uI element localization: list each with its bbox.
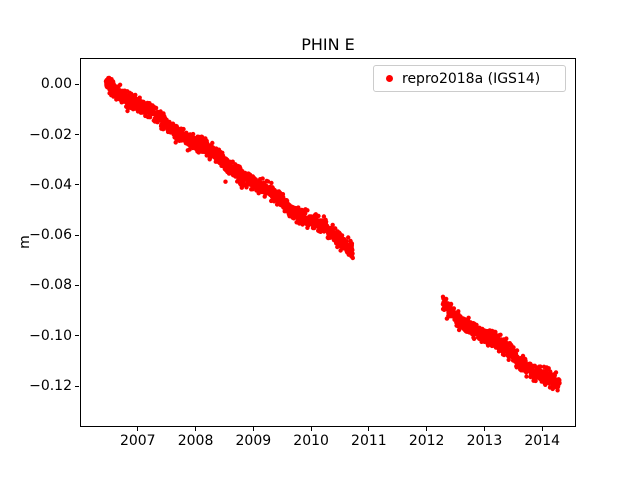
y-tick-label: −0.08 [29,277,72,294]
x-tick-label: 2013 [466,433,503,449]
x-tick-label: 2014 [524,433,561,449]
y-tick-label: −0.12 [29,378,72,395]
y-tick-mark [75,184,79,186]
x-tick-label: 2007 [119,433,156,449]
x-tick-mark [483,427,485,431]
x-tick-mark [137,427,139,431]
x-tick-label: 2010 [293,433,329,449]
x-tick-mark [310,427,312,431]
scatter-plot [103,75,562,393]
y-tick-label: 0.00 [40,76,72,93]
legend: repro2018a (IGS14) [373,65,566,92]
x-tick-mark [426,427,428,431]
x-tick-mark [252,427,254,431]
legend-label: repro2018a (IGS14) [402,70,541,87]
x-tick-mark [541,427,543,431]
y-tick-label: −0.02 [29,126,72,143]
y-tick-label: −0.10 [29,327,72,344]
x-tick-label: 2009 [235,433,272,449]
x-tick-label: 2008 [177,433,214,449]
y-tick-mark [75,134,79,136]
legend-marker-dot [386,75,393,82]
y-tick-label: −0.06 [29,227,72,244]
y-tick-mark [75,234,79,236]
x-tick-label: 2012 [408,433,445,449]
x-tick-mark [195,427,197,431]
y-tick-mark [75,83,79,85]
x-tick-label: 2011 [351,433,387,449]
y-tick-label: −0.04 [29,176,72,193]
y-tick-mark [75,385,79,387]
y-tick-mark [75,335,79,337]
plot-title: PHIN E [301,35,355,54]
x-tick-mark [368,427,370,431]
y-tick-mark [75,284,79,286]
